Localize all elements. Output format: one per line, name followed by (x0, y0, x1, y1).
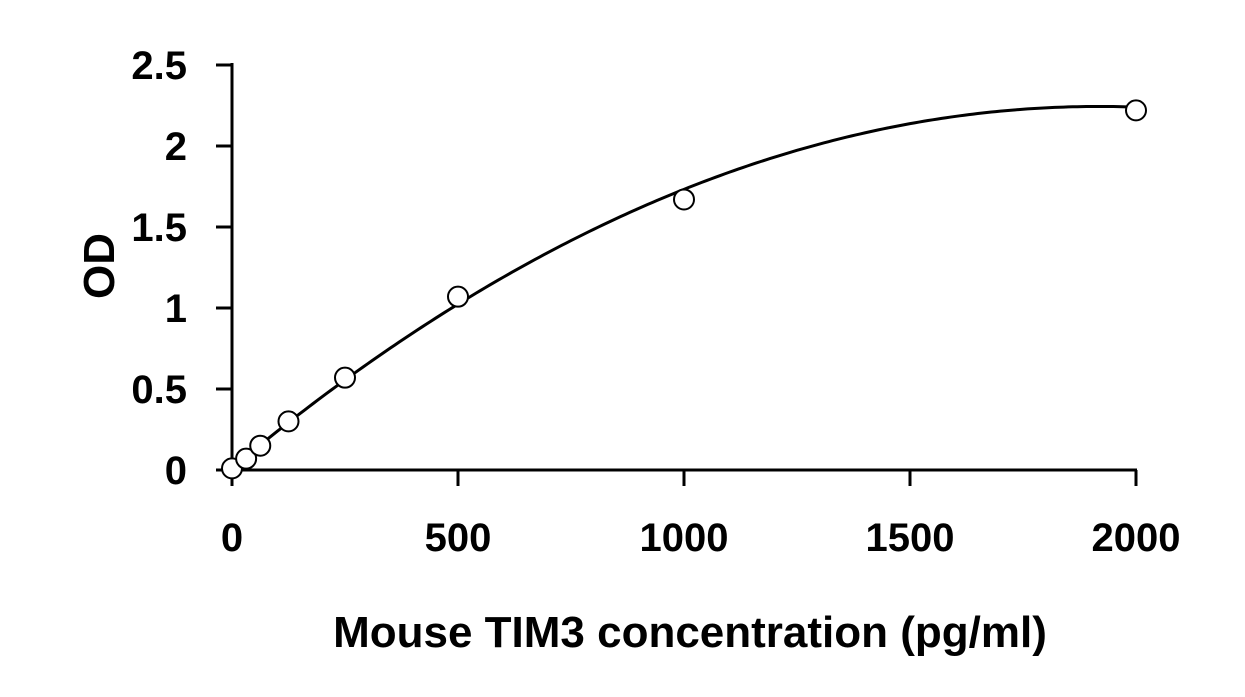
y-tick-label: 1.5 (131, 206, 187, 250)
y-axis-title: OD (75, 233, 124, 299)
data-point (249, 434, 272, 457)
x-axis-title: Mouse TIM3 concentration (pg/ml) (333, 608, 1047, 657)
x-tick-label: 2000 (1092, 516, 1181, 560)
y-ticks: 0 0.5 1 1.5 2 2.5 (131, 44, 232, 493)
y-tick-label: 0.5 (131, 368, 187, 412)
data-point (277, 410, 300, 433)
data-point (235, 447, 258, 470)
data-point (447, 285, 469, 308)
y-tick-label: 2 (165, 125, 187, 169)
axes (230, 63, 1137, 472)
y-tick-label: 2.5 (131, 44, 187, 88)
data-point (1125, 99, 1147, 122)
data-points (221, 99, 1147, 480)
x-tick-label: 500 (425, 516, 492, 560)
x-tick-label: 1500 (866, 516, 955, 560)
x-tick-label: 0 (221, 516, 243, 560)
x-tick-label: 1000 (640, 516, 729, 560)
trendline (231, 104, 1137, 470)
data-point (334, 366, 356, 389)
x-ticks: 0 500 1000 1500 2000 (221, 470, 1181, 560)
trendline-group (231, 104, 1137, 470)
data-point (673, 188, 695, 211)
y-tick-label: 1 (165, 287, 187, 331)
y-tick-label: 0 (165, 449, 187, 493)
